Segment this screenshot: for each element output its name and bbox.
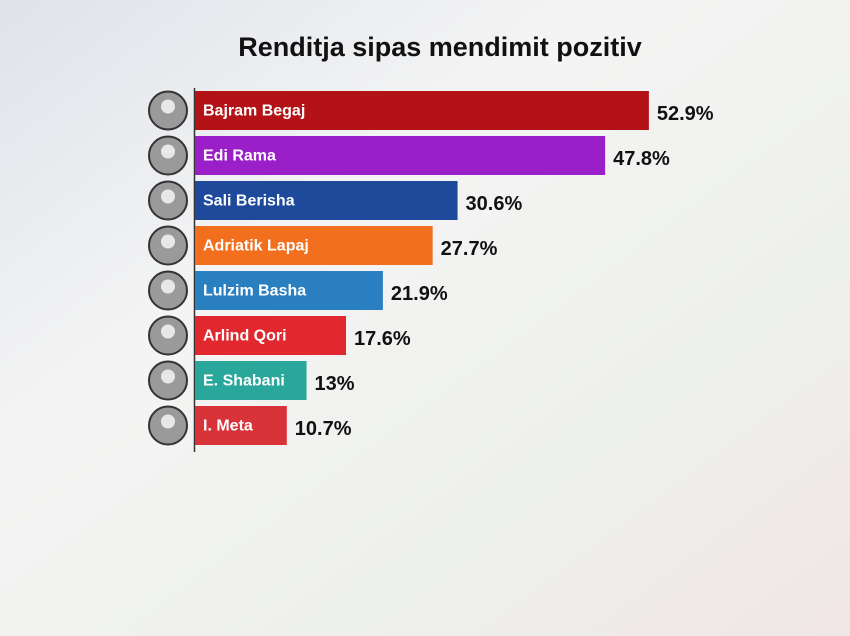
bar	[195, 226, 433, 265]
chart-title: Renditja sipas mendimit pozitiv	[238, 32, 642, 62]
value-label: 52.9%	[657, 103, 714, 125]
value-label: 47.8%	[613, 148, 670, 170]
category-label: Edi Rama	[203, 148, 276, 165]
category-label: Bajram Begaj	[203, 103, 305, 120]
bar	[195, 271, 383, 310]
value-label: 13%	[315, 373, 355, 395]
value-label: 10.7%	[295, 418, 352, 440]
avatar-head	[161, 369, 175, 384]
bar	[195, 136, 606, 175]
avatar-head	[161, 279, 175, 294]
category-label: Arlind Qori	[203, 328, 287, 345]
avatar-head	[161, 144, 175, 159]
bar	[195, 406, 287, 445]
category-label: I. Meta	[203, 418, 253, 435]
bar	[195, 316, 347, 355]
avatar-head	[161, 99, 175, 114]
category-label: Lulzim Basha	[203, 283, 306, 300]
category-label: Adriatik Lapaj	[203, 238, 309, 255]
avatar-head	[161, 324, 175, 339]
bar	[195, 361, 307, 400]
category-label: E. Shabani	[203, 373, 285, 390]
avatar-head	[161, 414, 175, 429]
avatar-head	[161, 234, 175, 249]
value-label: 17.6%	[354, 328, 411, 350]
avatar-head	[161, 189, 175, 204]
value-label: 27.7%	[441, 238, 498, 260]
category-label: Sali Berisha	[203, 193, 295, 210]
value-label: 21.9%	[391, 283, 448, 305]
value-label: 30.6%	[466, 193, 523, 215]
bar	[195, 91, 649, 130]
bar	[195, 181, 458, 220]
